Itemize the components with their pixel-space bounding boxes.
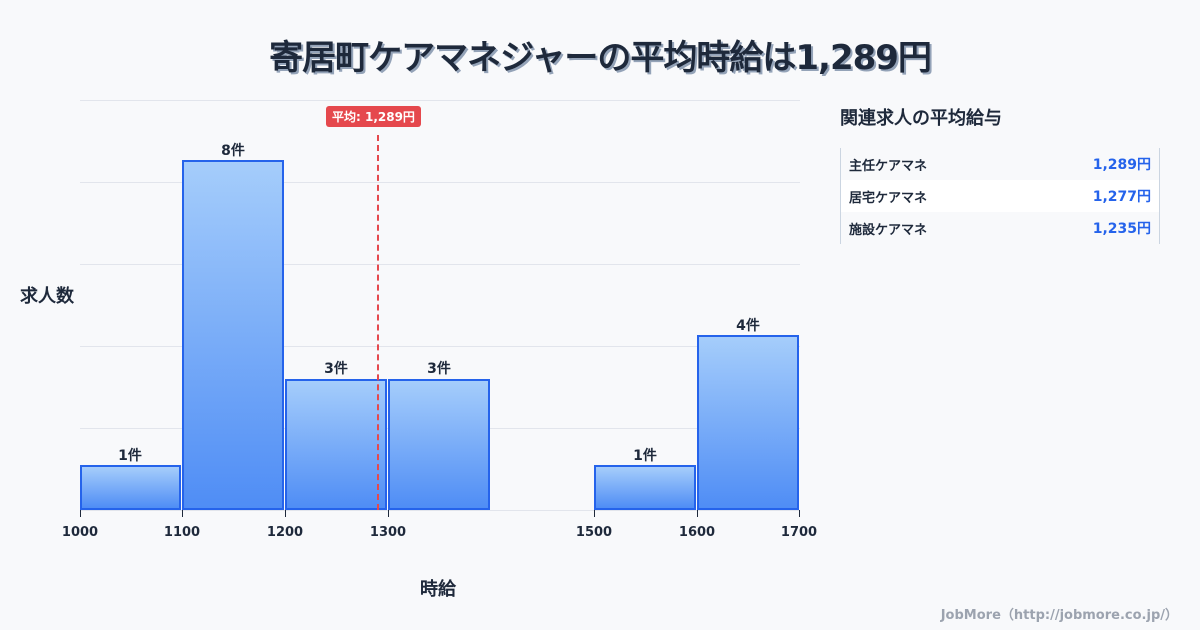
related-salary-table: 主任ケアマネ 1,289円 居宅ケアマネ 1,277円 施設ケアマネ 1,235… — [840, 148, 1160, 244]
histogram-plot: 1件 8件 3件 3件 1件 4件 平均: 1,289円 1000 1100 1… — [62, 100, 817, 540]
gridline — [80, 510, 800, 511]
x-tick-label: 1300 — [369, 525, 407, 540]
x-tick — [594, 510, 595, 517]
x-tick — [80, 510, 81, 517]
x-tick-label: 1200 — [266, 525, 304, 540]
table-row: 居宅ケアマネ 1,277円 — [841, 180, 1159, 212]
bar-value-label: 3件 — [324, 361, 348, 377]
x-axis-label: 時給 — [420, 579, 456, 600]
gridline — [80, 182, 800, 183]
table-row: 主任ケアマネ 1,289円 — [841, 148, 1159, 180]
x-tick-label: 1500 — [575, 525, 613, 540]
x-tick-label: 1100 — [163, 525, 201, 540]
job-salary: 1,235円 — [1092, 221, 1151, 237]
job-salary: 1,289円 — [1092, 157, 1151, 173]
job-salary: 1,277円 — [1092, 189, 1151, 205]
bar-1500-1600 — [594, 465, 696, 510]
bar-value-label: 1件 — [633, 448, 657, 464]
page-title: 寄居町ケアマネジャーの平均時給は1,289円 — [269, 38, 932, 78]
average-line — [377, 135, 379, 510]
related-salary-title: 関連求人の平均給与 — [840, 108, 1002, 129]
gridline — [80, 346, 800, 347]
x-tick — [697, 510, 698, 517]
x-tick — [388, 510, 389, 517]
x-tick-label: 1700 — [780, 525, 818, 540]
footer-credit: JobMore（http://jobmore.co.jp/） — [940, 608, 1178, 623]
bar-1200-1300 — [285, 379, 387, 510]
bar-1100-1200 — [182, 160, 284, 510]
bar-value-label: 1件 — [118, 448, 142, 464]
bar-1000-1100 — [80, 465, 181, 510]
bar-value-label: 8件 — [221, 143, 245, 159]
x-tick — [182, 510, 183, 517]
x-tick — [285, 510, 286, 517]
bar-value-label: 4件 — [736, 318, 760, 334]
x-tick-label: 1600 — [678, 525, 716, 540]
gridline — [80, 264, 800, 265]
x-tick-label: 1000 — [61, 525, 99, 540]
gridline — [80, 100, 800, 101]
average-badge: 平均: 1,289円 — [326, 106, 421, 127]
bar-1300-1400 — [388, 379, 490, 510]
x-tick — [799, 510, 800, 517]
job-name: 居宅ケアマネ — [849, 190, 928, 206]
y-axis-label: 求人数 — [20, 286, 74, 307]
bar-1600-1700 — [697, 335, 799, 510]
bar-value-label: 3件 — [427, 361, 451, 377]
job-name: 主任ケアマネ — [849, 158, 928, 174]
table-row: 施設ケアマネ 1,235円 — [841, 212, 1159, 244]
job-name: 施設ケアマネ — [849, 222, 928, 238]
